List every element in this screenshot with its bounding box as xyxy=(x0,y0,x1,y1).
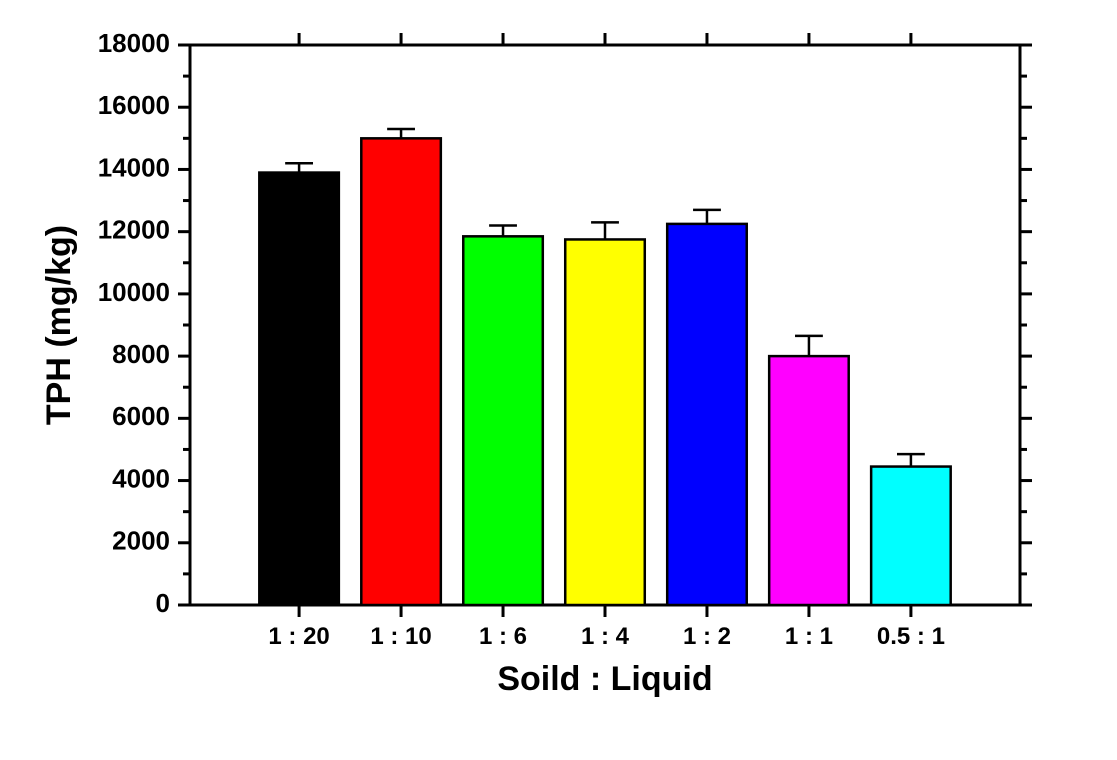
y-tick-label: 6000 xyxy=(112,401,170,431)
x-axis-title: Soild : Liquid xyxy=(497,660,712,698)
y-tick-label: 10000 xyxy=(98,277,170,307)
x-tick-label: 1 : 4 xyxy=(581,623,630,650)
x-tick-label: 1 : 20 xyxy=(268,623,329,650)
bar xyxy=(769,356,849,605)
chart-svg: 0 2000 4000 6000 8000 10000 12000 14000 16000 180… xyxy=(0,0,1117,760)
x-tick-label: 1 : 1 xyxy=(785,623,833,650)
bar xyxy=(361,138,441,605)
x-tick-label: 0.5 : 1 xyxy=(877,623,945,650)
y-tick-label: 18000 xyxy=(98,28,170,58)
y-tick-label: 8000 xyxy=(112,339,170,369)
tph-bar-chart: 0 2000 4000 6000 8000 10000 12000 14000 16000 180… xyxy=(0,0,1117,760)
y-axis-title: TPH (mg/kg) xyxy=(40,225,78,425)
y-tick-label: 16000 xyxy=(98,90,170,120)
bar xyxy=(871,467,951,605)
y-tick-label: 0 xyxy=(156,588,170,618)
y-tick-label: 2000 xyxy=(112,526,170,556)
x-tick-label: 1 : 6 xyxy=(479,623,527,650)
bar xyxy=(667,224,747,605)
bar xyxy=(259,173,339,605)
y-tick-label: 4000 xyxy=(112,463,170,493)
x-tick-label: 1 : 10 xyxy=(370,623,431,650)
y-tick-label: 14000 xyxy=(98,152,170,182)
bar xyxy=(565,239,645,605)
bar xyxy=(463,236,543,605)
x-tick-label: 1 : 2 xyxy=(683,623,731,650)
y-tick-label: 12000 xyxy=(98,215,170,245)
